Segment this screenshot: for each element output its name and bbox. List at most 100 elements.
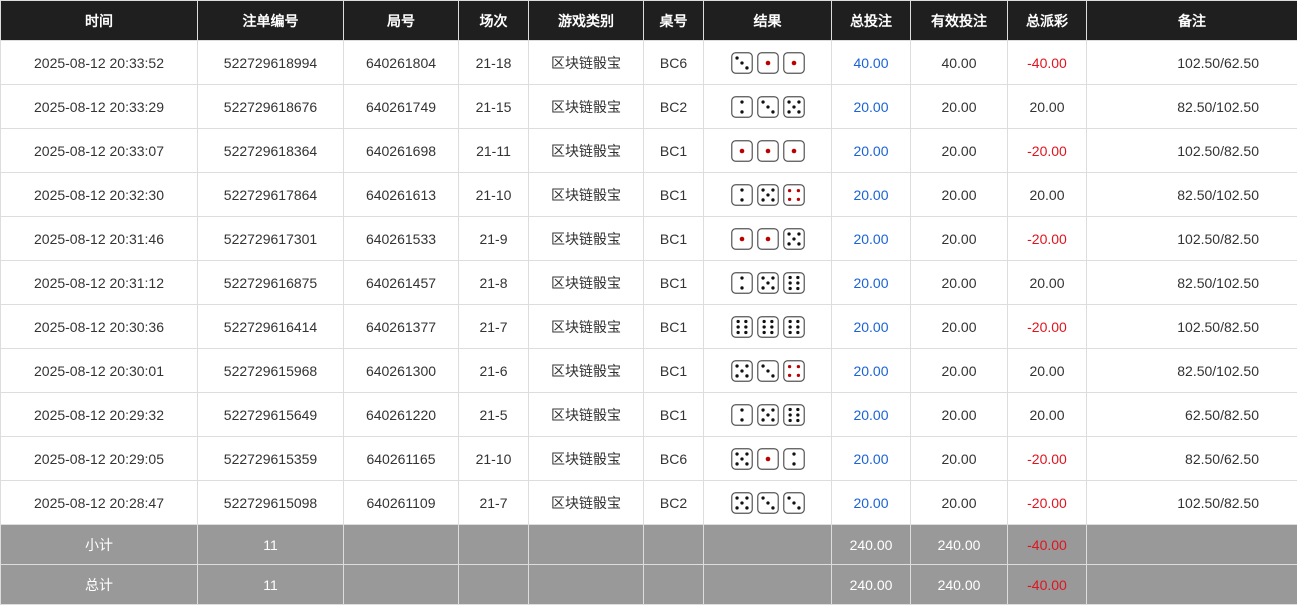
dice-5-icon xyxy=(757,272,779,294)
dice-5-icon xyxy=(783,96,805,118)
cell-valid-bet: 40.00 xyxy=(911,41,1008,85)
cell-session: 21-5 xyxy=(459,393,529,437)
dice-1-icon xyxy=(731,140,753,162)
cell-game-type: 区块链骰宝 xyxy=(529,481,644,525)
empty-cell xyxy=(1087,525,1297,565)
cell-table-no: BC2 xyxy=(644,85,704,129)
empty-cell xyxy=(459,525,529,565)
cell-remark: 62.50/82.50 xyxy=(1087,393,1297,437)
cell-bet-id: 522729617864 xyxy=(198,173,344,217)
subtotal-count: 11 xyxy=(198,525,344,565)
dice-5-icon xyxy=(731,360,753,382)
cell-session: 21-10 xyxy=(459,173,529,217)
dice-1-icon xyxy=(731,228,753,250)
dice-2-icon xyxy=(731,96,753,118)
cell-time: 2025-08-12 20:29:32 xyxy=(1,393,198,437)
cell-remark: 102.50/82.50 xyxy=(1087,217,1297,261)
dice-5-icon xyxy=(757,404,779,426)
cell-table-no: BC1 xyxy=(644,129,704,173)
cell-bet-id: 522729615968 xyxy=(198,349,344,393)
cell-round-id: 640261804 xyxy=(344,41,459,85)
cell-game-type: 区块链骰宝 xyxy=(529,173,644,217)
cell-total-payout: -20.00 xyxy=(1008,129,1087,173)
total-label: 总计 xyxy=(1,565,198,605)
cell-remark: 102.50/82.50 xyxy=(1087,305,1297,349)
cell-session: 21-18 xyxy=(459,41,529,85)
cell-bet-id: 522729618364 xyxy=(198,129,344,173)
cell-remark: 102.50/62.50 xyxy=(1087,41,1297,85)
cell-result xyxy=(704,217,832,261)
cell-total-payout: -20.00 xyxy=(1008,481,1087,525)
header-result: 结果 xyxy=(704,1,832,41)
dice-6-icon xyxy=(731,316,753,338)
cell-game-type: 区块链骰宝 xyxy=(529,305,644,349)
cell-session: 21-7 xyxy=(459,305,529,349)
cell-valid-bet: 20.00 xyxy=(911,129,1008,173)
subtotal-valid: 240.00 xyxy=(911,525,1008,565)
cell-bet-id: 522729618994 xyxy=(198,41,344,85)
cell-remark: 82.50/102.50 xyxy=(1087,261,1297,305)
cell-round-id: 640261749 xyxy=(344,85,459,129)
dice-2-icon xyxy=(731,404,753,426)
cell-remark: 82.50/102.50 xyxy=(1087,349,1297,393)
cell-round-id: 640261457 xyxy=(344,261,459,305)
dice-5-icon xyxy=(731,448,753,470)
total-valid: 240.00 xyxy=(911,565,1008,605)
dice-2-icon xyxy=(731,184,753,206)
cell-session: 21-11 xyxy=(459,129,529,173)
empty-cell xyxy=(529,565,644,605)
cell-round-id: 640261613 xyxy=(344,173,459,217)
header-game-type: 游戏类别 xyxy=(529,1,644,41)
cell-session: 21-8 xyxy=(459,261,529,305)
cell-round-id: 640261533 xyxy=(344,217,459,261)
cell-time: 2025-08-12 20:31:12 xyxy=(1,261,198,305)
cell-total-bet: 20.00 xyxy=(832,261,911,305)
dice-1-icon xyxy=(757,52,779,74)
cell-bet-id: 522729617301 xyxy=(198,217,344,261)
cell-result xyxy=(704,481,832,525)
cell-round-id: 640261109 xyxy=(344,481,459,525)
dice-6-icon xyxy=(783,316,805,338)
dice-6-icon xyxy=(783,404,805,426)
cell-table-no: BC6 xyxy=(644,437,704,481)
cell-valid-bet: 20.00 xyxy=(911,349,1008,393)
cell-game-type: 区块链骰宝 xyxy=(529,217,644,261)
subtotal-label: 小计 xyxy=(1,525,198,565)
cell-bet-id: 522729615098 xyxy=(198,481,344,525)
header-total-bet: 总投注 xyxy=(832,1,911,41)
cell-bet-id: 522729616875 xyxy=(198,261,344,305)
cell-session: 21-9 xyxy=(459,217,529,261)
cell-valid-bet: 20.00 xyxy=(911,481,1008,525)
cell-total-payout: 20.00 xyxy=(1008,261,1087,305)
total-payout: -40.00 xyxy=(1008,565,1087,605)
cell-bet-id: 522729615359 xyxy=(198,437,344,481)
cell-game-type: 区块链骰宝 xyxy=(529,349,644,393)
cell-round-id: 640261377 xyxy=(344,305,459,349)
cell-total-bet: 40.00 xyxy=(832,41,911,85)
cell-bet-id: 522729616414 xyxy=(198,305,344,349)
cell-total-bet: 20.00 xyxy=(832,437,911,481)
cell-total-bet: 20.00 xyxy=(832,173,911,217)
cell-table-no: BC1 xyxy=(644,173,704,217)
dice-3-icon xyxy=(731,52,753,74)
dice-5-icon xyxy=(731,492,753,514)
cell-result xyxy=(704,85,832,129)
cell-result xyxy=(704,437,832,481)
cell-total-bet: 20.00 xyxy=(832,393,911,437)
cell-table-no: BC1 xyxy=(644,349,704,393)
dice-6-icon xyxy=(757,316,779,338)
cell-total-bet: 20.00 xyxy=(832,481,911,525)
cell-result xyxy=(704,41,832,85)
cell-valid-bet: 20.00 xyxy=(911,305,1008,349)
subtotal-payout: -40.00 xyxy=(1008,525,1087,565)
cell-session: 21-10 xyxy=(459,437,529,481)
cell-valid-bet: 20.00 xyxy=(911,261,1008,305)
dice-3-icon xyxy=(757,360,779,382)
